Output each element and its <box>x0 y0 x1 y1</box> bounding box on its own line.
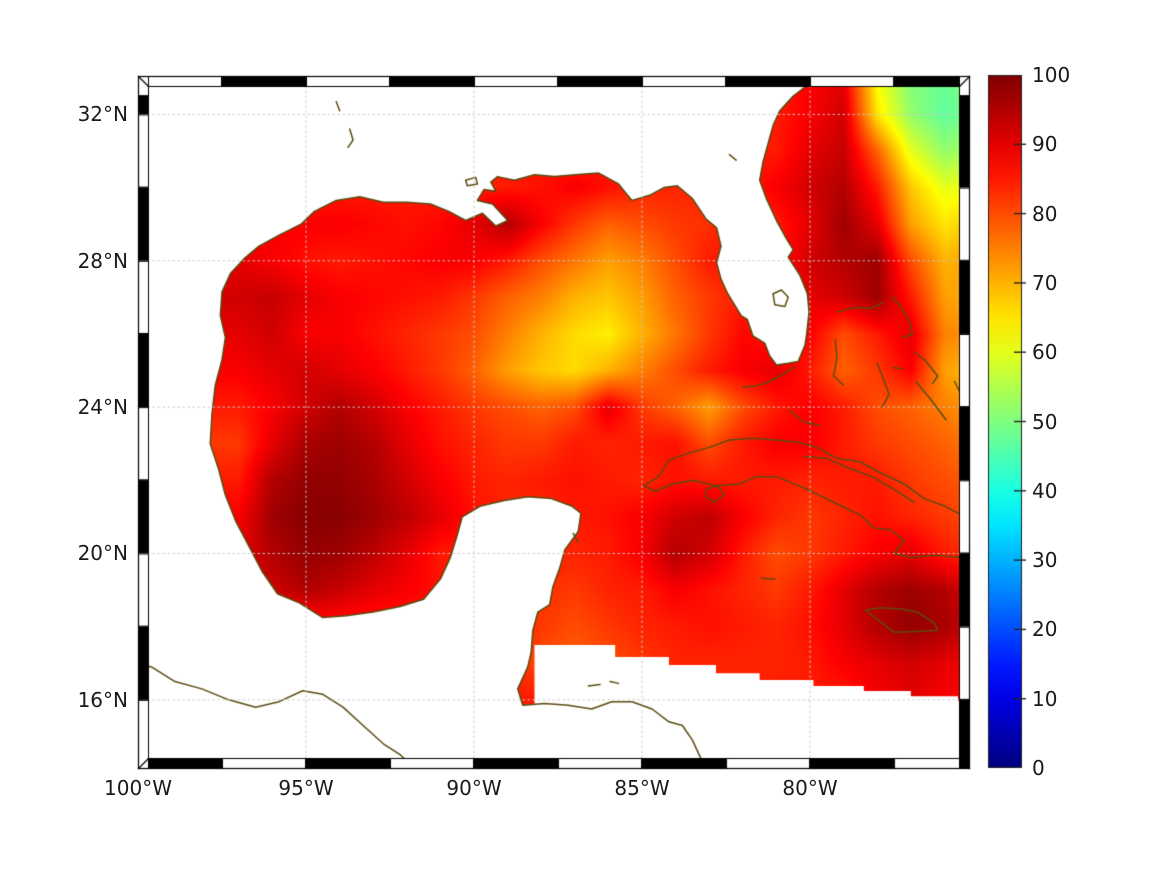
colorbar-tick-label: 80 <box>1032 201 1058 226</box>
colorbar-tick-label: 50 <box>1032 409 1058 434</box>
colorbar-tick-label: 20 <box>1032 617 1058 642</box>
colorbar-tick-label: 90 <box>1032 132 1058 157</box>
colorbar-tick-label: 0 <box>1032 756 1045 780</box>
x-axis-label: 80°W <box>782 776 838 800</box>
colorbar-tick-label: 10 <box>1032 686 1058 711</box>
y-axis-label: 24°N <box>77 395 128 420</box>
colorbar-tick-label: 60 <box>1032 340 1058 365</box>
y-axis-label: 20°N <box>77 541 128 566</box>
x-axis-label: 85°W <box>614 776 670 800</box>
y-axis-label: 16°N <box>77 687 128 712</box>
colorbar-tick-label: 70 <box>1032 270 1058 295</box>
y-axis-label: 32°N <box>77 102 128 127</box>
y-axis-label: 28°N <box>77 248 128 273</box>
colorbar-tick-label: 40 <box>1032 478 1058 503</box>
x-axis-label: 90°W <box>446 776 502 800</box>
x-axis-label: 95°W <box>278 776 334 800</box>
x-axis-label: 100°W <box>104 776 172 800</box>
colorbar-tick-label: 100 <box>1032 63 1071 87</box>
colorbar-tick-label: 30 <box>1032 548 1058 573</box>
